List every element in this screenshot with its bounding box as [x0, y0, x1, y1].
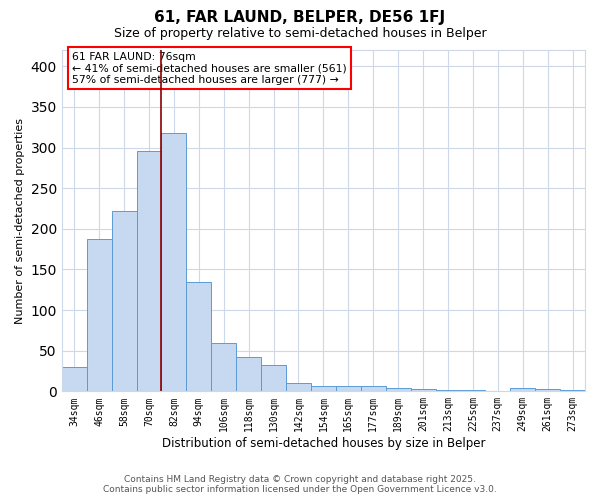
Bar — [187, 282, 211, 392]
Y-axis label: Number of semi-detached properties: Number of semi-detached properties — [15, 118, 25, 324]
Bar — [485, 390, 510, 392]
Bar — [211, 342, 236, 392]
Bar — [436, 390, 460, 392]
Bar — [286, 383, 311, 392]
Bar — [87, 238, 112, 392]
Text: 61 FAR LAUND: 76sqm
← 41% of semi-detached houses are smaller (561)
57% of semi-: 61 FAR LAUND: 76sqm ← 41% of semi-detach… — [72, 52, 347, 85]
Text: Contains HM Land Registry data © Crown copyright and database right 2025.: Contains HM Land Registry data © Crown c… — [124, 475, 476, 484]
Bar — [510, 388, 535, 392]
Bar — [460, 390, 485, 392]
Bar — [410, 389, 436, 392]
Text: 61, FAR LAUND, BELPER, DE56 1FJ: 61, FAR LAUND, BELPER, DE56 1FJ — [154, 10, 446, 25]
X-axis label: Distribution of semi-detached houses by size in Belper: Distribution of semi-detached houses by … — [161, 437, 485, 450]
Bar — [336, 386, 361, 392]
Bar — [361, 386, 386, 392]
Bar — [261, 364, 286, 392]
Bar — [112, 211, 137, 392]
Bar — [137, 151, 161, 392]
Text: Contains public sector information licensed under the Open Government Licence v3: Contains public sector information licen… — [103, 485, 497, 494]
Bar — [311, 386, 336, 392]
Bar — [236, 357, 261, 392]
Bar — [535, 389, 560, 392]
Bar — [386, 388, 410, 392]
Bar — [560, 390, 585, 392]
Text: Size of property relative to semi-detached houses in Belper: Size of property relative to semi-detach… — [113, 28, 487, 40]
Bar — [161, 133, 187, 392]
Bar — [62, 367, 87, 392]
